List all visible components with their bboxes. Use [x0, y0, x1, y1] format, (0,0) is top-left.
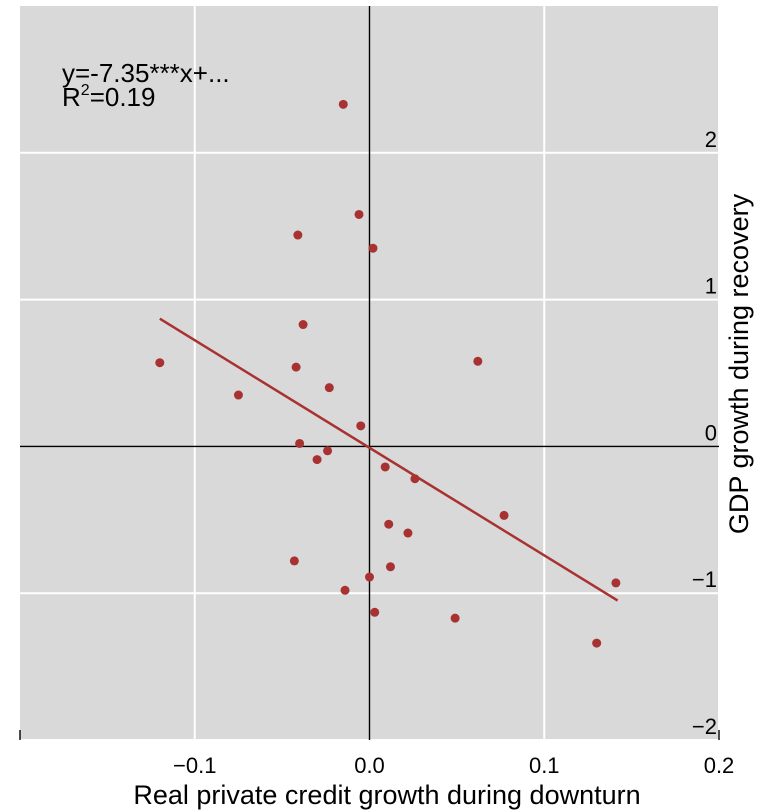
x-tick-labels: −0.1 0.0 0.1 0.2: [173, 753, 734, 778]
data-point: [473, 356, 483, 366]
data-point: [354, 209, 364, 219]
data-point: [385, 562, 395, 572]
y-tick-label: 0: [705, 420, 717, 445]
regression-line: [159, 317, 619, 602]
data-point: [291, 362, 301, 372]
data-point: [324, 383, 334, 393]
data-point: [338, 99, 348, 109]
data-point: [380, 462, 390, 472]
data-point: [356, 421, 366, 431]
data-point: [233, 390, 243, 400]
r-squared-exponent: 2: [81, 82, 90, 99]
data-point: [368, 243, 378, 253]
data-point: [611, 578, 621, 588]
r-squared-value: =0.19: [90, 82, 156, 112]
data-point: [155, 358, 165, 368]
x-axis-title: Real private credit growth during downtu…: [133, 780, 640, 810]
data-point: [293, 230, 303, 240]
r-squared-label: R2=0.19: [62, 82, 155, 112]
x-tick-label: −0.1: [173, 753, 216, 778]
x-tick-label: 0.2: [704, 753, 735, 778]
x-tick-label: 0.0: [354, 753, 385, 778]
data-point: [323, 446, 333, 456]
axis-frame: [19, 730, 720, 740]
y-axis-title: GDP growth during recovery: [724, 193, 754, 534]
data-point: [295, 438, 305, 448]
y-tick-label: 1: [705, 274, 717, 299]
data-point: [370, 607, 380, 617]
data-point: [384, 519, 394, 529]
data-point: [312, 455, 322, 465]
x-tick-label: 0.1: [529, 753, 560, 778]
y-tick-label: −2: [692, 714, 717, 739]
y-tick-label: −1: [692, 567, 717, 592]
r-squared-prefix: R: [62, 82, 81, 112]
data-point: [403, 528, 413, 538]
data-point: [499, 510, 509, 520]
y-tick-label: 2: [705, 127, 717, 152]
data-point: [410, 474, 420, 484]
data-point: [450, 613, 460, 623]
y-tick-labels: −2 −1 0 1 2: [692, 127, 717, 739]
data-points: [155, 99, 621, 648]
data-point: [365, 572, 374, 582]
data-point: [340, 585, 350, 595]
data-point: [592, 638, 602, 648]
data-point: [289, 556, 299, 566]
data-point: [298, 320, 308, 330]
regression-equation: y=-7.35***x+...: [62, 58, 230, 88]
